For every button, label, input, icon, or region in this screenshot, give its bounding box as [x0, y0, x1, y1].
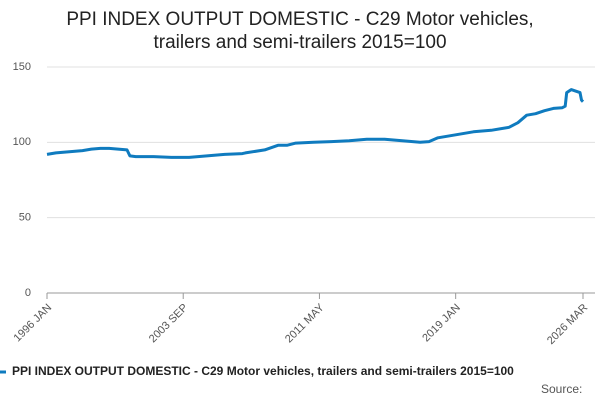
y-tick-label: 50 [19, 212, 31, 224]
x-tick-label: 2011 MAY [283, 301, 327, 345]
y-tick-label: 150 [13, 61, 31, 73]
x-tick-label: 2003 SEP [147, 302, 191, 346]
chart-title: trailers and semi-trailers 2015=100 [153, 32, 446, 53]
x-tick-label: 1996 JAN [12, 302, 55, 345]
y-tick-label: 0 [25, 287, 31, 299]
source: Source: [541, 382, 582, 396]
line [46, 88, 585, 159]
x-tick-label: 2019 JAN [420, 302, 463, 345]
legend-label: PPI INDEX OUTPUT DOMESTIC - C29 Motor ve… [12, 364, 514, 378]
chart-title: PPI INDEX OUTPUT DOMESTIC - C29 Motor ve… [66, 9, 533, 30]
x-tick-label: 2026 MAR [545, 302, 590, 347]
y-tick-label: 100 [13, 136, 31, 148]
